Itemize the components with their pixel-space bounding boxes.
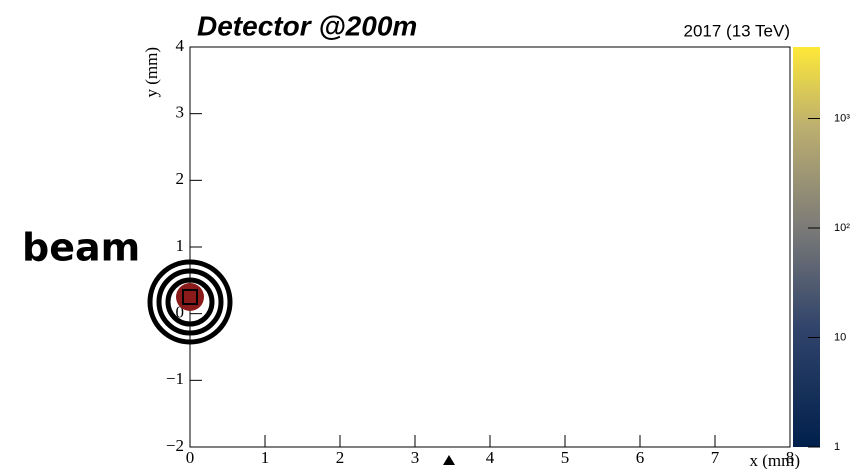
- color-bar-tick-label: 1: [834, 441, 840, 453]
- color-bar: [793, 47, 820, 447]
- x-tick-label: 6: [636, 448, 645, 467]
- arrow-marker: [443, 455, 455, 465]
- y-tick-label: 4: [176, 36, 185, 55]
- x-tick-label: 3: [411, 448, 420, 467]
- y-tick-label: −2: [166, 436, 184, 455]
- beam-spot: [176, 283, 204, 311]
- plot-frame: [189, 46, 791, 448]
- chart-subtitle: 2017 (13 TeV): [684, 21, 790, 40]
- beam-core: [182, 289, 198, 305]
- x-tick-label: 1: [261, 448, 270, 467]
- x-tick-label: 4: [486, 448, 495, 467]
- color-bar-tick-label: 10²: [834, 222, 850, 234]
- beam-annotation: beam: [22, 226, 140, 270]
- x-tick-label: 5: [561, 448, 570, 467]
- x-tick-label: 2: [336, 448, 345, 467]
- chart-title: Detector @200m: [197, 10, 417, 41]
- x-axis-label: x (mm): [749, 451, 800, 469]
- color-bar-tick-label: 10³: [834, 112, 850, 124]
- beam-rings: [147, 259, 233, 345]
- color-bar-tick-label: 10: [834, 331, 846, 343]
- x-tick-label: 8: [786, 448, 795, 467]
- y-tick-label: −1: [166, 369, 184, 388]
- y-tick-label: 0: [176, 303, 185, 322]
- y-tick-label: 3: [176, 103, 185, 122]
- y-tick-label: 2: [176, 169, 185, 188]
- y-axis-label: y (mm): [142, 47, 161, 98]
- x-tick-label: 7: [711, 448, 720, 467]
- x-tick-label: 0: [186, 448, 195, 467]
- y-tick-label: 1: [176, 236, 185, 255]
